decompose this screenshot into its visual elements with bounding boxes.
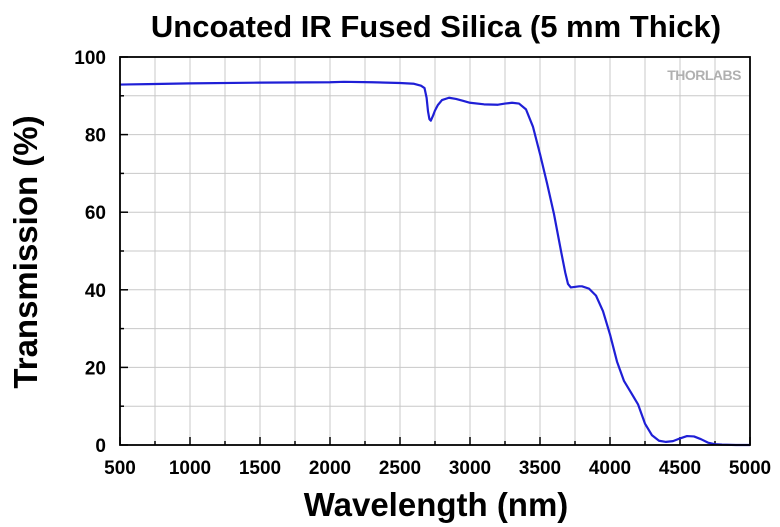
chart-title: Uncoated IR Fused Silica (5 mm Thick) — [151, 9, 721, 44]
x-tick-label: 500 — [104, 458, 136, 479]
grid — [119, 56, 751, 446]
tick-labels: 500 1000 1500 2000 2500 3000 3500 4000 4500 5000 0… — [74, 48, 771, 479]
y-tick-label: 0 — [95, 436, 106, 457]
y-axis-label: Transmission (%) — [7, 115, 44, 388]
x-tick-label: 2000 — [309, 458, 351, 479]
x-axis-label: Wavelength (nm) — [304, 486, 569, 523]
x-tick-label: 3500 — [519, 458, 561, 479]
y-tick-label: 20 — [85, 358, 106, 379]
y-tick-label: 100 — [74, 48, 106, 69]
x-tick-label: 5000 — [729, 458, 771, 479]
thorlabs-logo: THORLABS — [667, 67, 741, 83]
plot-frame — [119, 56, 751, 446]
x-tick-label: 1000 — [169, 458, 211, 479]
transmission-curve — [119, 80, 750, 447]
y-tick-label: 40 — [85, 281, 106, 302]
x-tick-label: 1500 — [239, 458, 281, 479]
y-tick-label: 80 — [85, 126, 106, 147]
x-tick-label: 4000 — [589, 458, 631, 479]
x-tick-label: 3000 — [449, 458, 491, 479]
x-tick-label: 2500 — [379, 458, 421, 479]
y-tick-label: 60 — [85, 203, 106, 224]
x-tick-label: 4500 — [659, 458, 701, 479]
